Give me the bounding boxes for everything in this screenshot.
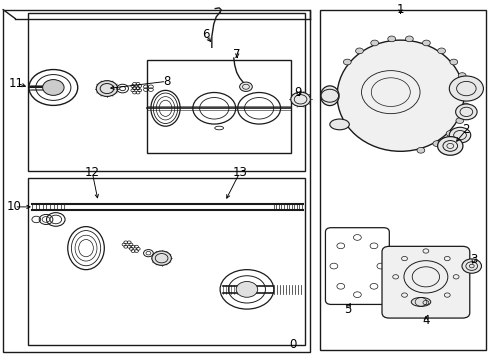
Circle shape — [152, 251, 171, 265]
Text: 2: 2 — [462, 123, 469, 136]
Text: 13: 13 — [232, 166, 246, 179]
Circle shape — [405, 36, 412, 42]
Circle shape — [448, 127, 470, 143]
Ellipse shape — [336, 40, 463, 151]
Text: 11: 11 — [9, 77, 24, 90]
Text: 10: 10 — [7, 201, 22, 213]
Circle shape — [457, 73, 465, 78]
Text: 1: 1 — [396, 3, 404, 16]
Circle shape — [461, 88, 469, 94]
Text: 7: 7 — [233, 48, 241, 61]
Bar — [147, 60, 290, 153]
Text: 9: 9 — [294, 86, 301, 99]
Text: 12: 12 — [85, 166, 100, 179]
Circle shape — [437, 48, 445, 54]
Circle shape — [370, 40, 378, 46]
Bar — [3, 10, 310, 352]
Text: 3: 3 — [469, 253, 476, 266]
Circle shape — [42, 80, 64, 95]
Bar — [320, 10, 485, 350]
Circle shape — [387, 36, 395, 42]
Circle shape — [96, 81, 118, 96]
Circle shape — [449, 59, 457, 65]
Text: 5: 5 — [344, 303, 351, 316]
Text: 6: 6 — [202, 28, 209, 41]
Circle shape — [432, 141, 440, 147]
Circle shape — [236, 282, 257, 297]
Circle shape — [355, 48, 363, 54]
Circle shape — [455, 118, 463, 123]
Text: 0: 0 — [289, 338, 296, 351]
Bar — [27, 178, 305, 345]
Circle shape — [461, 259, 481, 273]
Bar — [27, 13, 305, 171]
Circle shape — [416, 148, 424, 153]
Circle shape — [239, 82, 252, 91]
FancyBboxPatch shape — [381, 246, 469, 318]
Circle shape — [343, 59, 350, 65]
Text: 8: 8 — [163, 75, 170, 88]
Circle shape — [437, 136, 462, 155]
Ellipse shape — [410, 297, 430, 306]
Text: 4: 4 — [421, 314, 429, 327]
Circle shape — [455, 104, 476, 120]
Circle shape — [448, 76, 483, 101]
Circle shape — [461, 103, 468, 109]
Circle shape — [445, 131, 453, 136]
Circle shape — [290, 92, 310, 107]
Ellipse shape — [329, 119, 348, 130]
Ellipse shape — [320, 86, 338, 105]
Circle shape — [422, 40, 429, 46]
